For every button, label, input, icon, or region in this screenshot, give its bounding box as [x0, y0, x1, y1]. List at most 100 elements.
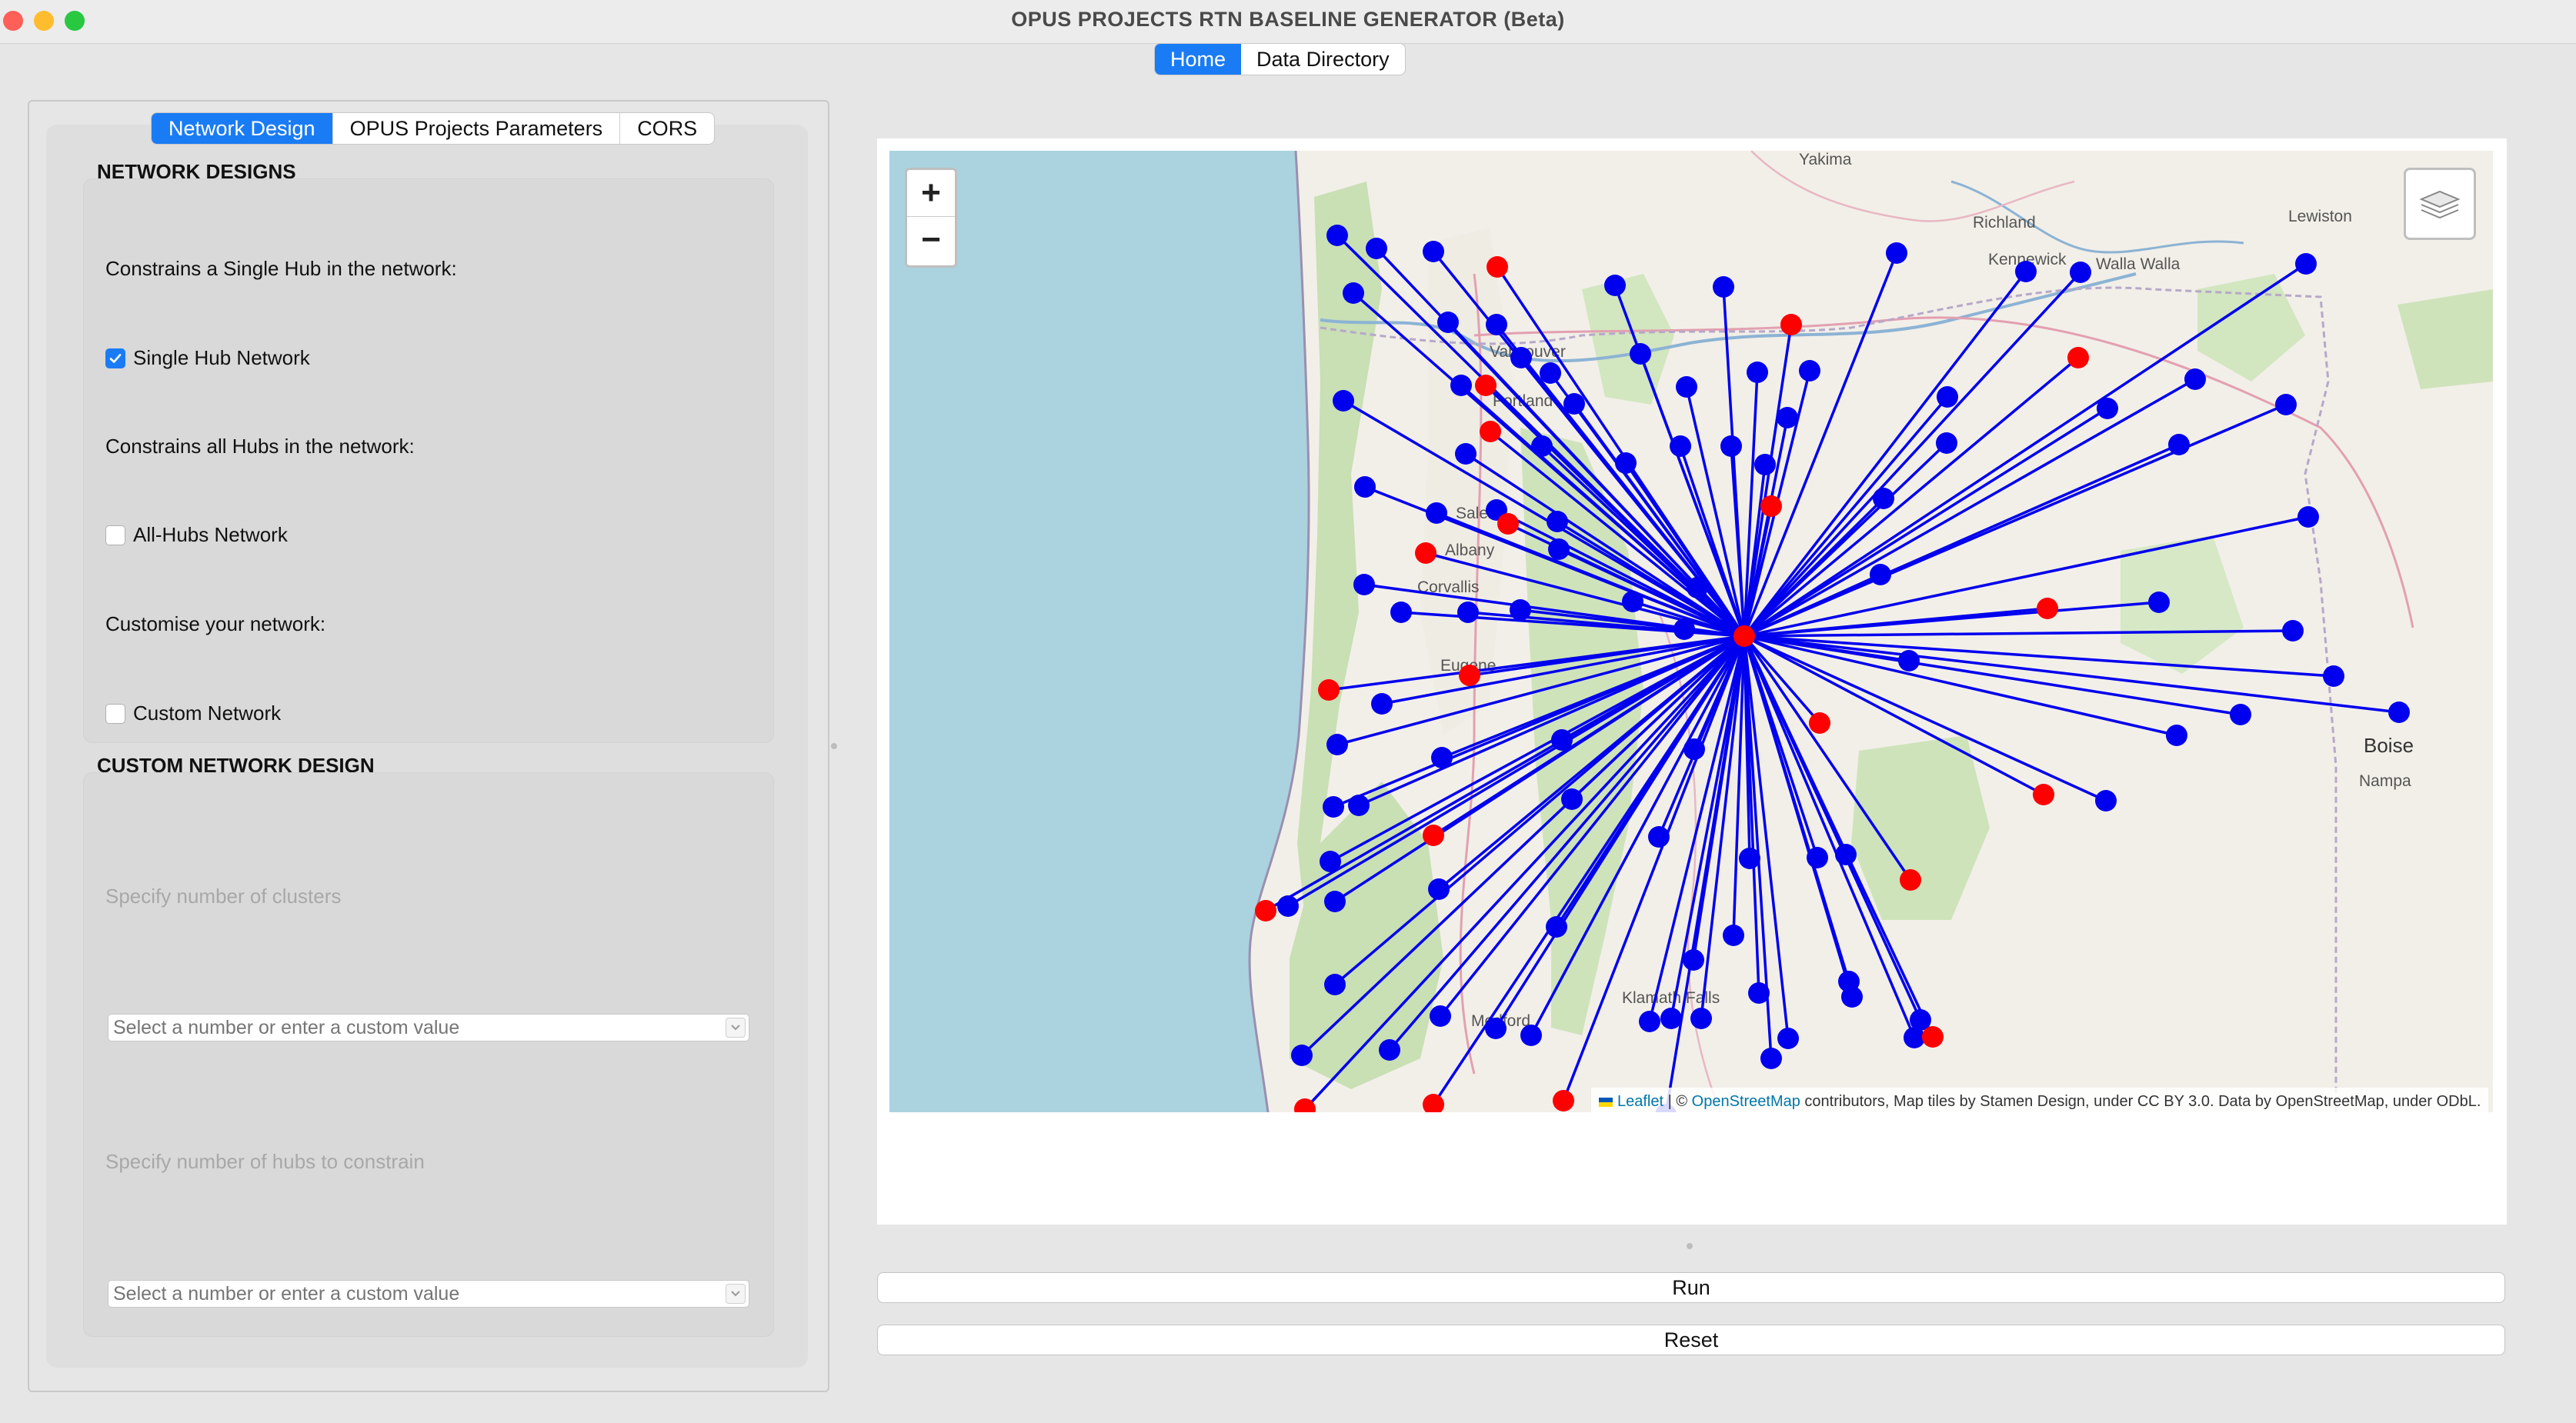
cors-marker[interactable]	[1255, 900, 1276, 921]
cors-marker[interactable]	[1809, 712, 1830, 734]
station-marker[interactable]	[1648, 826, 1670, 848]
station-marker[interactable]	[1937, 386, 1958, 408]
station-marker[interactable]	[1630, 343, 1651, 365]
checkbox-unchecked[interactable]	[105, 703, 125, 724]
tab-opus-projects-parameters[interactable]: OPUS Projects Parameters	[333, 113, 621, 144]
station-marker[interactable]	[1673, 618, 1695, 640]
station-marker[interactable]	[1324, 891, 1346, 912]
station-marker[interactable]	[1910, 1009, 1931, 1031]
station-marker[interactable]	[1546, 916, 1567, 938]
cors-marker[interactable]	[2033, 784, 2054, 805]
station-marker[interactable]	[1898, 650, 1920, 672]
station-marker[interactable]	[1683, 949, 1704, 971]
station-marker[interactable]	[1904, 1027, 1925, 1048]
station-marker[interactable]	[1486, 314, 1507, 335]
station-marker[interactable]	[1936, 432, 1957, 454]
station-marker[interactable]	[1343, 282, 1364, 304]
station-marker[interactable]	[1561, 788, 1583, 810]
network-map[interactable]: Yakima Richland Kennewick Walla Walla Le…	[889, 151, 2493, 1112]
station-marker[interactable]	[1324, 974, 1346, 995]
layers-control-button[interactable]	[2404, 168, 2476, 240]
close-window-button[interactable]	[3, 11, 23, 31]
station-marker[interactable]	[1622, 591, 1643, 612]
station-marker[interactable]	[2295, 253, 2317, 275]
station-marker[interactable]	[1450, 375, 1472, 396]
openstreetmap-link[interactable]: OpenStreetMap	[1691, 1093, 1800, 1110]
cors-marker[interactable]	[1780, 314, 1802, 335]
station-marker[interactable]	[1687, 577, 1708, 598]
station-marker[interactable]	[1799, 360, 1820, 382]
station-marker[interactable]	[1371, 693, 1393, 715]
station-marker[interactable]	[1437, 312, 1459, 333]
cors-marker[interactable]	[1294, 1098, 1316, 1112]
clusters-dropdown-button[interactable]	[726, 1018, 746, 1038]
station-marker[interactable]	[1748, 982, 1770, 1004]
reset-button[interactable]: Reset	[877, 1325, 2505, 1355]
station-marker[interactable]	[1690, 1008, 1712, 1029]
station-marker[interactable]	[1563, 393, 1585, 415]
station-marker[interactable]	[2015, 261, 2037, 282]
station-marker[interactable]	[1354, 476, 1376, 498]
tab-data-directory[interactable]: Data Directory	[1256, 48, 1390, 71]
cors-marker[interactable]	[1423, 1094, 1444, 1112]
station-marker[interactable]	[1754, 454, 1776, 475]
all-hubs-checkbox[interactable]: All-Hubs Network	[105, 523, 288, 547]
station-marker[interactable]	[2148, 592, 2170, 613]
single-hub-checkbox[interactable]: Single Hub Network	[105, 346, 310, 370]
cors-marker[interactable]	[1423, 825, 1444, 846]
station-marker[interactable]	[2388, 702, 2410, 723]
cors-marker[interactable]	[2067, 347, 2089, 368]
station-marker[interactable]	[1777, 407, 1798, 428]
station-marker[interactable]	[1326, 225, 1348, 246]
station-marker[interactable]	[1547, 511, 1568, 532]
station-marker[interactable]	[1723, 925, 1744, 946]
station-marker[interactable]	[1353, 574, 1375, 595]
hub-marker[interactable]	[1733, 625, 1755, 647]
station-marker[interactable]	[1807, 847, 1828, 868]
station-marker[interactable]	[1720, 435, 1742, 457]
cors-marker[interactable]	[1459, 665, 1480, 686]
station-marker[interactable]	[1835, 844, 1857, 865]
cors-marker[interactable]	[1760, 495, 1782, 517]
hubs-input[interactable]	[113, 1282, 721, 1305]
station-marker[interactable]	[1676, 376, 1697, 398]
station-marker[interactable]	[1777, 1028, 1799, 1049]
station-marker[interactable]	[1333, 390, 1354, 412]
station-marker[interactable]	[1873, 488, 1894, 509]
tab-home[interactable]: Home	[1155, 44, 1242, 75]
station-marker[interactable]	[2282, 620, 2304, 642]
station-marker[interactable]	[1531, 435, 1553, 457]
station-marker[interactable]	[1670, 435, 1691, 457]
tab-cors[interactable]: CORS	[637, 117, 698, 140]
station-marker[interactable]	[1390, 602, 1412, 623]
cors-marker[interactable]	[1487, 256, 1508, 278]
checkbox-unchecked[interactable]	[105, 525, 125, 545]
cors-marker[interactable]	[1475, 375, 1497, 396]
station-marker[interactable]	[2095, 790, 2117, 811]
station-marker[interactable]	[1326, 734, 1348, 755]
station-marker[interactable]	[2297, 506, 2319, 528]
station-marker[interactable]	[1423, 241, 1444, 262]
station-marker[interactable]	[2230, 704, 2251, 725]
run-button[interactable]: Run	[877, 1272, 2505, 1303]
station-marker[interactable]	[1540, 362, 1561, 384]
station-marker[interactable]	[1485, 1018, 1507, 1039]
station-marker[interactable]	[2166, 725, 2187, 746]
station-marker[interactable]	[1520, 1025, 1542, 1046]
cors-marker[interactable]	[1415, 542, 1436, 564]
station-marker[interactable]	[1660, 1008, 1682, 1029]
station-marker[interactable]	[1604, 275, 1626, 296]
station-marker[interactable]	[1886, 242, 1907, 264]
station-marker[interactable]	[1870, 564, 1891, 585]
station-marker[interactable]	[1348, 795, 1370, 816]
minimize-window-button[interactable]	[34, 11, 54, 31]
station-marker[interactable]	[1548, 538, 1570, 560]
custom-network-checkbox[interactable]: Custom Network	[105, 702, 281, 725]
zoom-in-button[interactable]: +	[907, 170, 955, 217]
tab-network-design[interactable]: Network Design	[152, 113, 333, 144]
station-marker[interactable]	[1426, 502, 1447, 524]
station-marker[interactable]	[1639, 1011, 1660, 1032]
zoom-out-button[interactable]: −	[921, 221, 941, 258]
station-marker[interactable]	[1615, 452, 1637, 474]
station-marker[interactable]	[2097, 398, 2118, 419]
